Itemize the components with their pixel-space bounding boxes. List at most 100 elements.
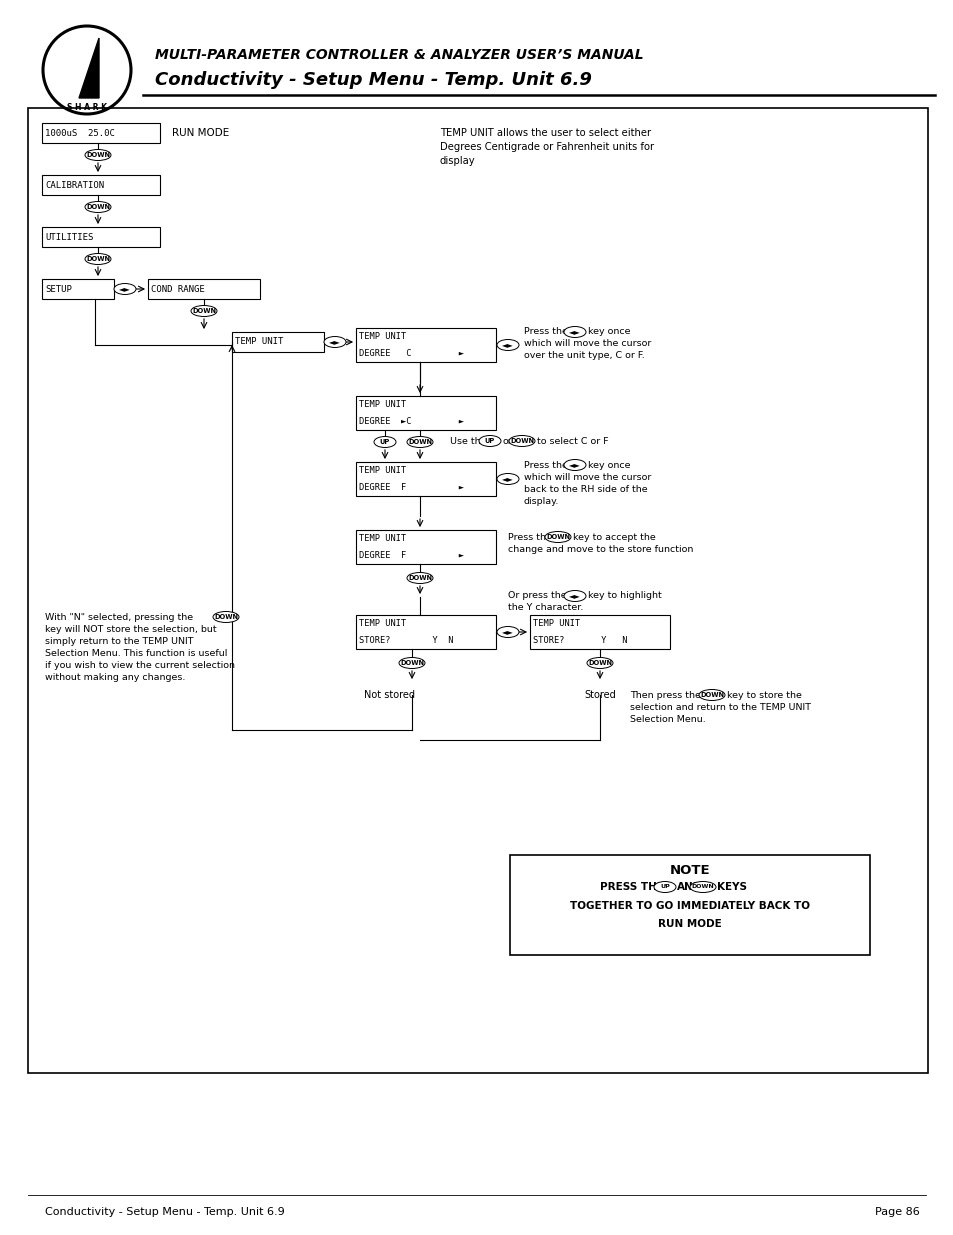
Bar xyxy=(42,227,160,247)
Bar xyxy=(355,530,496,564)
Text: TOGETHER TO GO IMMEDIATELY BACK TO: TOGETHER TO GO IMMEDIATELY BACK TO xyxy=(569,902,809,911)
Text: DOWN: DOWN xyxy=(192,308,215,314)
Bar xyxy=(355,329,496,362)
Text: DOWN: DOWN xyxy=(587,659,612,666)
Text: UP: UP xyxy=(379,438,390,445)
Bar xyxy=(42,279,113,299)
Text: SETUP: SETUP xyxy=(45,284,71,294)
Text: DOWN: DOWN xyxy=(213,614,238,620)
Text: Or press the: Or press the xyxy=(507,592,566,600)
Ellipse shape xyxy=(191,305,216,316)
Bar xyxy=(42,124,160,143)
Ellipse shape xyxy=(689,882,716,893)
Ellipse shape xyxy=(563,326,585,337)
Text: RUN MODE: RUN MODE xyxy=(172,128,229,138)
Text: DOWN: DOWN xyxy=(510,438,534,445)
Ellipse shape xyxy=(213,611,239,622)
Text: With "N" selected, pressing the: With "N" selected, pressing the xyxy=(45,613,193,621)
Text: CALIBRATION: CALIBRATION xyxy=(45,180,104,189)
Text: TEMP UNIT: TEMP UNIT xyxy=(358,400,406,409)
Text: key to store the: key to store the xyxy=(726,690,801,699)
Text: Then press the: Then press the xyxy=(629,690,700,699)
Bar xyxy=(530,615,669,650)
Text: Page 86: Page 86 xyxy=(874,1207,919,1216)
Text: S H A R K: S H A R K xyxy=(67,103,107,111)
Text: Press the: Press the xyxy=(523,461,567,469)
Text: key to highlight: key to highlight xyxy=(587,592,661,600)
Text: DOWN: DOWN xyxy=(86,256,110,262)
Ellipse shape xyxy=(407,436,433,447)
Text: Selection Menu.: Selection Menu. xyxy=(629,715,705,724)
Text: MULTI-PARAMETER CONTROLLER & ANALYZER USER’S MANUAL: MULTI-PARAMETER CONTROLLER & ANALYZER US… xyxy=(154,48,643,62)
Text: DOWN: DOWN xyxy=(408,438,432,445)
Text: simply return to the TEMP UNIT: simply return to the TEMP UNIT xyxy=(45,636,193,646)
Text: Stored: Stored xyxy=(583,690,616,700)
Ellipse shape xyxy=(113,284,136,294)
Text: DOWN: DOWN xyxy=(399,659,424,666)
Ellipse shape xyxy=(654,882,676,893)
Text: display: display xyxy=(439,156,476,165)
Ellipse shape xyxy=(85,253,111,264)
Text: TEMP UNIT: TEMP UNIT xyxy=(358,534,406,543)
Text: UP: UP xyxy=(484,438,495,445)
Text: TEMP UNIT: TEMP UNIT xyxy=(358,332,406,341)
Ellipse shape xyxy=(586,657,613,668)
Text: Not stored: Not stored xyxy=(364,690,416,700)
Text: RUN MODE: RUN MODE xyxy=(658,919,721,929)
Ellipse shape xyxy=(398,657,424,668)
Text: Conductivity - Setup Menu - Temp. Unit 6.9: Conductivity - Setup Menu - Temp. Unit 6… xyxy=(154,70,591,89)
Ellipse shape xyxy=(407,573,433,583)
Text: ◄►: ◄► xyxy=(329,337,340,347)
Text: to select C or F: to select C or F xyxy=(537,436,608,446)
Ellipse shape xyxy=(497,626,518,637)
Text: selection and return to the TEMP UNIT: selection and return to the TEMP UNIT xyxy=(629,703,810,711)
Ellipse shape xyxy=(374,436,395,447)
Bar xyxy=(148,279,260,299)
Text: without making any changes.: without making any changes. xyxy=(45,673,185,682)
Text: which will move the cursor: which will move the cursor xyxy=(523,473,651,482)
Ellipse shape xyxy=(699,689,724,700)
Text: DEGREE  ►C         ►: DEGREE ►C ► xyxy=(358,417,463,426)
Text: or: or xyxy=(502,436,512,446)
Text: 1000uS  25.0C: 1000uS 25.0C xyxy=(45,128,114,137)
Text: TEMP UNIT allows the user to select either: TEMP UNIT allows the user to select eith… xyxy=(439,128,651,138)
Ellipse shape xyxy=(478,436,500,447)
Text: ◄►: ◄► xyxy=(569,461,580,469)
Text: Press the: Press the xyxy=(507,532,551,541)
Text: Selection Menu. This function is useful: Selection Menu. This function is useful xyxy=(45,648,227,657)
Text: DOWN: DOWN xyxy=(700,692,723,698)
Ellipse shape xyxy=(544,531,571,542)
Text: over the unit type, C or F.: over the unit type, C or F. xyxy=(523,352,644,361)
Text: key once: key once xyxy=(587,327,630,336)
Text: display.: display. xyxy=(523,496,558,505)
Bar xyxy=(355,396,496,430)
Text: ◄►: ◄► xyxy=(501,341,514,350)
Text: DOWN: DOWN xyxy=(86,204,110,210)
Bar xyxy=(510,855,869,955)
Text: Use the: Use the xyxy=(450,436,486,446)
Text: back to the RH side of the: back to the RH side of the xyxy=(523,484,647,494)
Text: COND RANGE: COND RANGE xyxy=(151,284,205,294)
Text: ◄►: ◄► xyxy=(569,592,580,600)
Text: KEYS: KEYS xyxy=(717,882,746,892)
Text: ◄►: ◄► xyxy=(569,327,580,336)
Ellipse shape xyxy=(85,149,111,161)
Text: DOWN: DOWN xyxy=(408,576,432,580)
Text: STORE?       Y   N: STORE? Y N xyxy=(533,636,627,645)
Ellipse shape xyxy=(324,336,346,347)
Text: DEGREE  F          ►: DEGREE F ► xyxy=(358,551,463,559)
Ellipse shape xyxy=(563,459,585,471)
Bar xyxy=(355,462,496,496)
Ellipse shape xyxy=(497,340,518,351)
Text: key will NOT store the selection, but: key will NOT store the selection, but xyxy=(45,625,216,634)
Text: TEMP UNIT: TEMP UNIT xyxy=(358,619,406,629)
Text: Press the: Press the xyxy=(523,327,567,336)
Bar xyxy=(28,107,927,1073)
Text: DOWN: DOWN xyxy=(691,884,714,889)
Text: key once: key once xyxy=(587,461,630,469)
Bar xyxy=(355,615,496,650)
Ellipse shape xyxy=(497,473,518,484)
Ellipse shape xyxy=(85,201,111,212)
Text: Conductivity - Setup Menu - Temp. Unit 6.9: Conductivity - Setup Menu - Temp. Unit 6… xyxy=(45,1207,284,1216)
Bar xyxy=(232,332,324,352)
